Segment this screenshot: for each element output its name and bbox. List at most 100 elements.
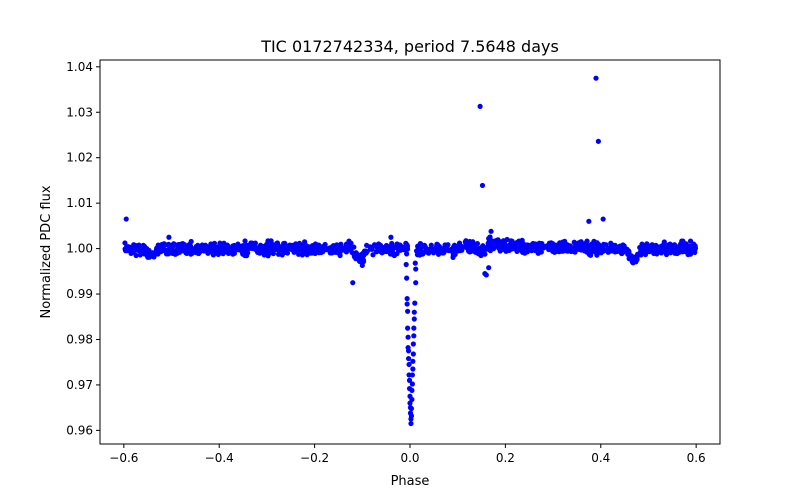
data-point [404, 301, 410, 307]
y-axis-label: Normalized PDC flux [39, 185, 54, 318]
data-point [586, 218, 592, 224]
data-point [642, 251, 649, 258]
data-point [348, 240, 354, 246]
data-point [412, 260, 418, 266]
data-point [312, 241, 319, 247]
data-point [391, 245, 397, 251]
data-point [166, 234, 172, 240]
data-point [370, 252, 376, 258]
data-point [373, 243, 379, 249]
data-point [126, 244, 133, 250]
data-point [411, 333, 417, 339]
data-point [405, 325, 411, 331]
data-point [174, 246, 181, 252]
data-point [199, 245, 206, 252]
data-point [343, 242, 349, 248]
data-point [483, 272, 489, 278]
plot-frame [99, 59, 721, 445]
data-point [600, 216, 606, 222]
data-point [518, 247, 524, 253]
data-point [404, 243, 410, 249]
data-point [287, 245, 293, 251]
data-point [413, 280, 419, 286]
data-point [595, 138, 601, 144]
data-point [404, 295, 410, 302]
data-point [452, 245, 458, 251]
data-point [410, 351, 416, 357]
data-point [270, 250, 277, 257]
data-point [405, 355, 412, 362]
data-point [230, 247, 236, 253]
data-point [519, 237, 525, 243]
data-point [486, 265, 492, 271]
data-point [322, 244, 328, 251]
data-point [131, 247, 137, 253]
y-tick-label: 1.03 [66, 105, 93, 119]
data-point [413, 266, 419, 272]
data-point [354, 252, 360, 259]
data-point [630, 257, 636, 263]
data-point [394, 251, 400, 257]
data-point [283, 243, 289, 249]
data-point [212, 244, 218, 250]
data-point [586, 251, 592, 258]
data-point [351, 244, 357, 250]
y-tick-label: 1.01 [66, 196, 93, 210]
data-point [170, 250, 176, 256]
data-point [685, 248, 691, 254]
data-point [409, 387, 415, 393]
data-point [535, 250, 541, 256]
data-point [408, 405, 415, 412]
data-point [594, 240, 600, 246]
data-point [558, 247, 564, 253]
data-point [155, 251, 161, 257]
data-point [263, 250, 269, 256]
x-tick-label: −0.6 [109, 451, 138, 465]
data-point [426, 248, 432, 254]
data-point [661, 244, 667, 250]
data-point [128, 250, 134, 256]
data-point [411, 325, 417, 331]
data-point [647, 244, 653, 250]
data-point [634, 256, 640, 262]
data-point [495, 237, 501, 243]
data-point [217, 240, 223, 246]
data-point [442, 242, 448, 248]
data-point [496, 245, 502, 251]
data-point [626, 249, 632, 256]
data-point [208, 242, 214, 248]
data-point [463, 238, 469, 244]
data-point [350, 280, 356, 286]
data-point [406, 377, 413, 383]
data-point [573, 245, 579, 252]
data-point [642, 246, 648, 252]
data-point [440, 247, 446, 253]
data-point [411, 309, 417, 315]
data-point [566, 243, 572, 250]
data-point [339, 244, 345, 250]
data-point [613, 248, 619, 254]
data-point [504, 236, 510, 243]
data-point [311, 249, 317, 255]
data-point [405, 348, 412, 354]
data-point [168, 244, 174, 250]
data-point [546, 240, 552, 246]
data-point [364, 248, 370, 255]
data-point [406, 361, 412, 368]
data-point [178, 241, 184, 247]
data-point [275, 242, 281, 248]
data-point [495, 240, 501, 247]
data-point [326, 247, 332, 253]
data-point [403, 261, 409, 268]
data-point [412, 300, 418, 306]
data-point [160, 245, 167, 252]
data-point [413, 248, 420, 254]
data-point [603, 247, 609, 254]
data-point [257, 248, 263, 255]
x-tick-label: 0.2 [496, 451, 515, 465]
data-point [691, 241, 697, 247]
data-point [466, 246, 473, 252]
data-point [584, 238, 590, 244]
data-point [244, 242, 250, 248]
